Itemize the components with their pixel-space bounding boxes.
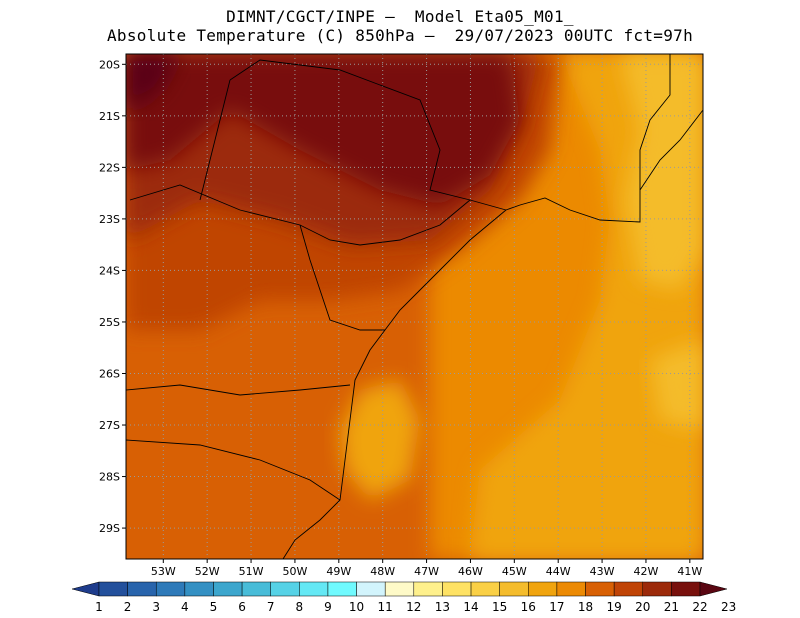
colorbar-label: 15 <box>492 600 507 614</box>
colorbar-swatch <box>613 581 644 597</box>
colorbar-label: 1 <box>95 600 103 614</box>
lat-tick-label: 24S <box>99 264 120 277</box>
colorbar-label: 4 <box>181 600 189 614</box>
lon-tick-label: 46W <box>458 565 483 578</box>
colorbar-label: 11 <box>378 600 393 614</box>
colorbar-swatch <box>299 581 329 597</box>
colorbar-label: 2 <box>124 600 132 614</box>
lon-tick-label: 50W <box>282 565 307 578</box>
colorbar-label: 19 <box>607 600 622 614</box>
colorbar-label: 9 <box>324 600 332 614</box>
lon-tick-label: 49W <box>326 565 351 578</box>
lon-tick-label: 45W <box>502 565 527 578</box>
colorbar-swatch <box>155 581 186 597</box>
colorbar-swatch <box>671 581 701 597</box>
map-frame <box>125 53 704 560</box>
colorbar-swatch <box>184 581 214 597</box>
colorbar-label: 16 <box>521 600 536 614</box>
colorbar-low-triangle <box>71 581 100 597</box>
lon-tick-label: 42W <box>634 565 659 578</box>
colorbar-swatch <box>642 581 672 597</box>
lat-tick-label: 22S <box>99 161 120 174</box>
colorbar-label: 17 <box>549 600 564 614</box>
lon-tick-label: 51W <box>239 565 264 578</box>
colorbar-label: 8 <box>296 600 304 614</box>
longitude-labels: 53W 52W 51W 50W 49W 48W 47W 46W 45W 44W 43W 42W 41W <box>151 559 702 578</box>
temperature-field <box>126 54 703 559</box>
colorbar-swatch <box>556 581 586 597</box>
colorbar-label: 12 <box>406 600 421 614</box>
lon-tick-label: 48W <box>370 565 395 578</box>
lat-tick-label: 29S <box>99 522 120 535</box>
colorbar-swatch <box>442 581 472 597</box>
colorbar-swatch <box>585 581 615 597</box>
colorbar-label: 3 <box>152 600 160 614</box>
lat-tick-label: 28S <box>99 471 120 484</box>
lat-tick-label: 20S <box>99 58 120 71</box>
colorbar-label: 10 <box>349 600 364 614</box>
colorbar-swatch <box>528 581 558 597</box>
title-line-1: DIMNT/CGCT/INPE – Model Eta05_M01_ <box>226 7 574 26</box>
lon-tick-label: 41W <box>677 565 702 578</box>
colorbar-swatch <box>241 581 271 597</box>
colorbar-high-triangle <box>699 581 728 597</box>
lat-tick-label: 21S <box>99 110 120 123</box>
lat-tick-label: 25S <box>99 316 120 329</box>
colorbar-label: 7 <box>267 600 275 614</box>
colorbar-swatch <box>356 581 386 597</box>
lon-tick-label: 52W <box>195 565 220 578</box>
colorbar-swatch <box>470 581 500 597</box>
colorbar-label: 22 <box>692 600 707 614</box>
colorbar-swatch <box>127 581 157 597</box>
colorbar-swatch <box>270 581 300 597</box>
latitude-labels: 20S 21S 22S 23S 24S 25S 26S 27S 28S 29S <box>99 58 126 535</box>
colorbar-swatch <box>499 581 529 597</box>
colorbar-label: 21 <box>664 600 679 614</box>
borders <box>125 54 704 560</box>
colorbar-label: 18 <box>578 600 593 614</box>
title-line-2: Absolute Temperature (C) 850hPa – 29/07/… <box>106 26 694 45</box>
colorbar: 1 2 3 4 5 6 7 8 9 10 11 12 13 14 15 16 17 18 19 20 21 22 23 <box>71 581 736 614</box>
lat-tick-label: 27S <box>99 419 120 432</box>
colorbar-label: 5 <box>210 600 218 614</box>
colorbar-swatch <box>413 581 443 597</box>
lon-tick-label: 44W <box>546 565 571 578</box>
colorbar-label: 20 <box>635 600 650 614</box>
lon-tick-label: 53W <box>151 565 176 578</box>
lat-tick-label: 26S <box>99 367 120 380</box>
colorbar-label: 23 <box>721 600 736 614</box>
colorbar-swatch <box>213 581 243 597</box>
colorbar-label: 13 <box>435 600 450 614</box>
colorbar-swatch <box>98 581 128 597</box>
grid-lines <box>126 54 703 559</box>
lon-tick-label: 47W <box>414 565 439 578</box>
colorbar-swatch <box>384 581 415 597</box>
lon-tick-label: 43W <box>590 565 615 578</box>
lat-tick-label: 23S <box>99 213 120 226</box>
colorbar-swatch <box>327 581 357 597</box>
colorbar-label: 6 <box>238 600 246 614</box>
colorbar-label: 14 <box>463 600 478 614</box>
